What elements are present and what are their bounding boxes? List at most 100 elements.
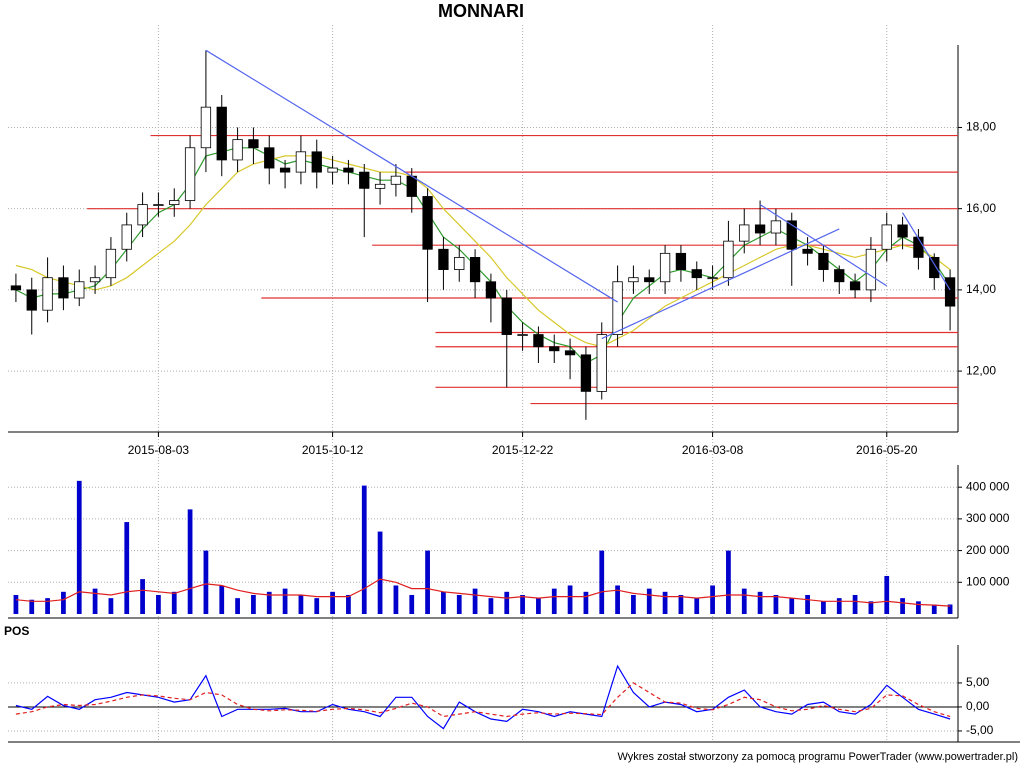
candle-body <box>279 167 291 173</box>
candle-body <box>897 224 908 238</box>
candle-body <box>454 256 465 270</box>
candle-body <box>153 204 164 207</box>
candle-body <box>184 147 196 201</box>
volume-bar <box>884 575 890 614</box>
volume-bar <box>330 591 335 614</box>
volume-bar <box>947 604 953 614</box>
volume-bar <box>266 591 272 614</box>
volume-bar <box>187 509 193 614</box>
volume-bar <box>361 485 367 614</box>
y-tick-label: 14,00 <box>966 282 996 296</box>
candle-body <box>802 248 813 254</box>
volume-bar <box>472 588 478 614</box>
volume-bar <box>314 598 320 614</box>
candle-body <box>644 277 655 283</box>
candle-body <box>517 334 528 336</box>
volume-bar <box>805 594 810 614</box>
volume-bar <box>821 601 826 614</box>
candle-body <box>580 354 592 392</box>
oscillator-line <box>15 682 951 718</box>
candle-body <box>343 167 354 173</box>
x-tick-label: 2015-08-03 <box>128 443 190 457</box>
candle-body <box>786 220 797 250</box>
candle-body <box>327 167 338 173</box>
candle-body <box>169 200 180 206</box>
candle-body <box>564 350 576 356</box>
y-tick-label: 0,00 <box>966 699 990 713</box>
volume-bar <box>377 531 383 614</box>
volume-bar <box>124 522 130 614</box>
volume-bar <box>488 598 494 614</box>
candle-body <box>818 252 829 270</box>
candle-body <box>754 224 766 234</box>
candle-body <box>295 151 307 173</box>
volume-bar <box>868 601 874 614</box>
volume-bar <box>235 598 240 614</box>
x-tick-label: 2016-03-08 <box>682 443 744 457</box>
candle-body <box>311 151 322 173</box>
volume-bar <box>504 591 510 614</box>
volume-bar <box>694 598 700 614</box>
candle-body <box>723 240 734 279</box>
candle-body <box>121 224 132 250</box>
candle-body <box>612 281 623 335</box>
y-tick-label: 100 000 <box>966 574 1010 588</box>
candle-body <box>628 277 639 283</box>
candle-body <box>929 256 940 279</box>
volume-bar <box>789 598 795 614</box>
volume-bar <box>726 550 731 614</box>
candle-body <box>406 175 417 197</box>
y-tick-label: 12,00 <box>966 363 996 377</box>
volume-bar <box>710 585 715 614</box>
volume-bar <box>836 598 842 614</box>
candle-body <box>485 281 497 299</box>
y-tick-label: -5,00 <box>966 723 994 737</box>
volume-bar <box>646 588 652 614</box>
candle-body <box>232 139 243 161</box>
y-tick-label: 400 000 <box>966 479 1010 493</box>
trend-line <box>205 49 618 303</box>
panel-title: POS <box>4 624 29 638</box>
candle-body <box>834 269 845 283</box>
volume-bar <box>520 594 525 614</box>
candle-body <box>264 147 275 169</box>
volume-bar <box>583 591 589 614</box>
volume-bar <box>662 591 668 614</box>
volume-bar <box>156 594 161 614</box>
candle-body <box>659 252 671 283</box>
volume-bar <box>678 594 684 614</box>
volume-bar <box>931 604 937 614</box>
candle-body <box>200 106 212 149</box>
candle-body <box>739 224 750 242</box>
candle-body <box>691 269 702 279</box>
volume-bar <box>298 594 304 614</box>
candle-body <box>422 196 433 250</box>
trend-line <box>759 204 888 287</box>
volume-bar <box>599 550 605 614</box>
volume-bar <box>456 594 462 614</box>
volume-bar <box>551 588 557 614</box>
volume-bar <box>441 591 446 614</box>
volume-bar <box>219 585 225 614</box>
oscillator-line <box>15 664 951 730</box>
trend-line <box>902 212 951 291</box>
y-tick-label: 200 000 <box>966 543 1010 557</box>
y-tick-label: 18,00 <box>966 120 996 134</box>
candle-body <box>10 285 22 291</box>
volume-bar <box>631 594 636 614</box>
candle-body <box>596 334 607 392</box>
volume-bar <box>45 598 50 614</box>
y-tick-label: 16,00 <box>966 201 996 215</box>
volume-bar <box>536 598 541 614</box>
candle-body <box>26 289 37 311</box>
volume-bar <box>92 588 98 614</box>
candle-body <box>74 281 85 299</box>
candle-body <box>501 297 512 335</box>
candle-body <box>58 277 69 299</box>
candle-body <box>390 175 402 185</box>
candle-body <box>137 204 148 226</box>
volume-bar <box>615 585 620 614</box>
trend-line <box>601 228 840 340</box>
volume-bar <box>251 594 256 614</box>
